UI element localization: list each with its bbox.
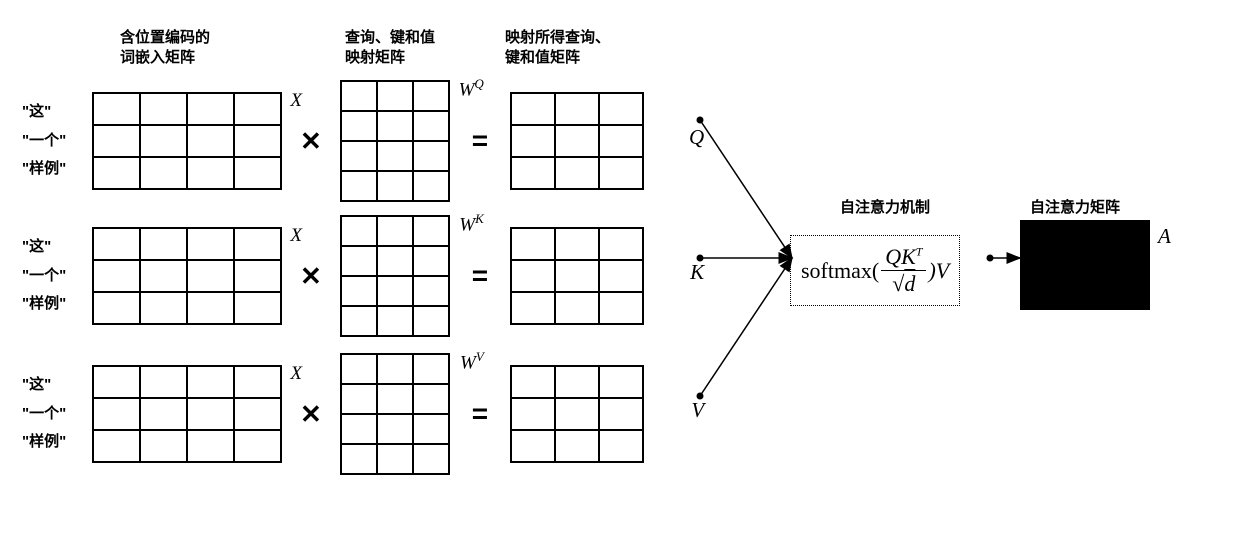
word-labels: "这""一个""样例" <box>22 98 92 184</box>
header-h5: 自注意力矩阵 <box>1030 198 1120 218</box>
matrix-result: K <box>510 227 644 325</box>
matrix-result: V <box>510 365 644 463</box>
header-h1: 含位置编码的 词嵌入矩阵 <box>120 28 210 67</box>
header-h4: 自注意力机制 <box>840 198 930 218</box>
op-times: ✕ <box>282 399 340 430</box>
matrix-x: X <box>92 92 282 190</box>
qkv-row-1: "这""一个""样例"X✕WK=K <box>22 215 644 337</box>
matrix-w: WK <box>340 215 450 337</box>
header-h2: 查询、键和值 映射矩阵 <box>345 28 435 67</box>
qkv-row-2: "这""一个""样例"X✕WV=V <box>22 353 644 475</box>
matrix-x: X <box>92 365 282 463</box>
qkv-row-0: "这""一个""样例"X✕WQ=Q <box>22 80 644 202</box>
op-times: ✕ <box>282 126 340 157</box>
matrix-w: WV <box>340 353 450 475</box>
word-labels: "这""一个""样例" <box>22 233 92 319</box>
matrix-result: Q <box>510 92 644 190</box>
attention-output-matrix <box>1020 220 1150 310</box>
op-equals: = <box>450 125 510 157</box>
op-equals: = <box>450 260 510 292</box>
word-labels: "这""一个""样例" <box>22 371 92 457</box>
op-equals: = <box>450 398 510 430</box>
matrix-x: X <box>92 227 282 325</box>
matrix-w: WQ <box>340 80 450 202</box>
label-a: A <box>1158 224 1171 249</box>
header-h3: 映射所得查询、 键和值矩阵 <box>505 28 610 67</box>
softmax-formula: softmax(QKT√d)V <box>790 235 960 306</box>
op-times: ✕ <box>282 261 340 292</box>
